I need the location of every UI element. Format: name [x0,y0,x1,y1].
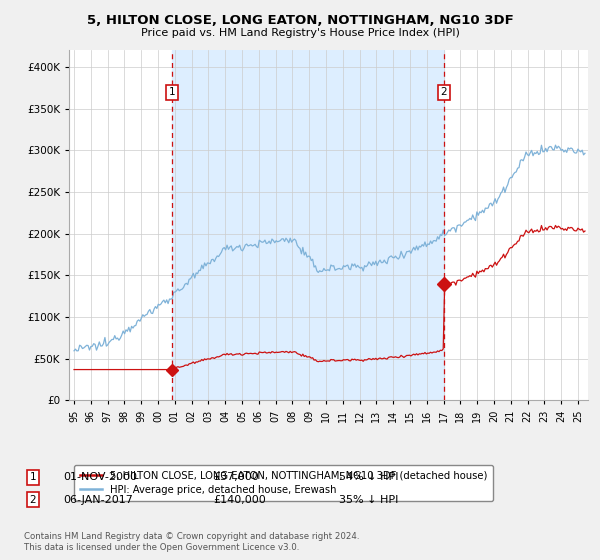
Text: 1: 1 [169,87,175,97]
Bar [172,50,444,400]
Text: 2: 2 [29,494,37,505]
Text: 2: 2 [440,87,447,97]
Text: Contains HM Land Registry data © Crown copyright and database right 2024.
This d: Contains HM Land Registry data © Crown c… [24,532,359,552]
Text: 5, HILTON CLOSE, LONG EATON, NOTTINGHAM, NG10 3DF: 5, HILTON CLOSE, LONG EATON, NOTTINGHAM,… [86,14,514,27]
Text: £37,000: £37,000 [213,472,259,482]
Text: 1: 1 [29,472,37,482]
Text: Price paid vs. HM Land Registry's House Price Index (HPI): Price paid vs. HM Land Registry's House … [140,28,460,38]
Legend: 5, HILTON CLOSE, LONG EATON, NOTTINGHAM, NG10 3DF (detached house), HPI: Average: 5, HILTON CLOSE, LONG EATON, NOTTINGHAM,… [74,465,493,501]
Text: £140,000: £140,000 [213,494,266,505]
Text: 54% ↓ HPI: 54% ↓ HPI [339,472,398,482]
Text: 06-JAN-2017: 06-JAN-2017 [63,494,133,505]
Text: 01-NOV-2000: 01-NOV-2000 [63,472,137,482]
Text: 35% ↓ HPI: 35% ↓ HPI [339,494,398,505]
